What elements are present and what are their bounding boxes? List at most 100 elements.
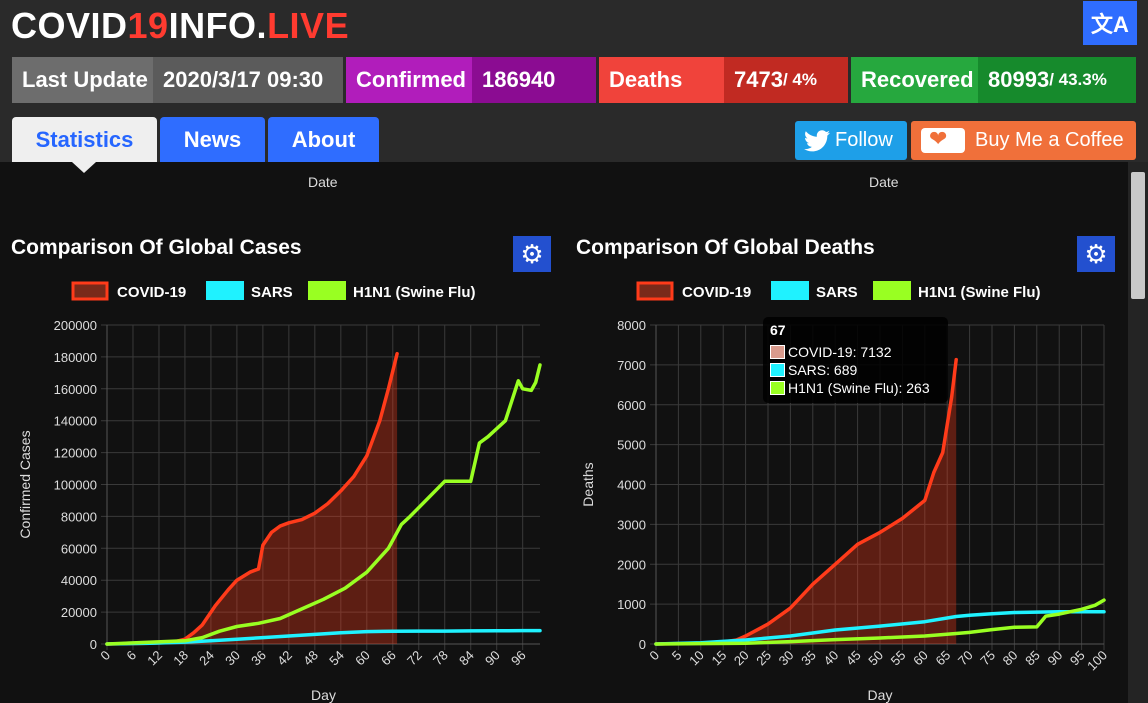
x-tick-label: 96 bbox=[508, 648, 529, 669]
x-tick-label: 50 bbox=[865, 648, 886, 669]
y-tick-label: 8000 bbox=[617, 318, 646, 333]
y-tick-label: 0 bbox=[90, 637, 97, 652]
legend-label-1: SARS bbox=[816, 284, 858, 301]
confirmed-value: 186940 bbox=[472, 57, 596, 103]
x-tick-label: 0 bbox=[97, 648, 113, 664]
x-tick-label: 60 bbox=[352, 648, 373, 669]
x-tick-label: 75 bbox=[977, 648, 998, 669]
prev-chart-date-label-left: Date bbox=[308, 174, 338, 190]
x-tick-label: 42 bbox=[274, 648, 295, 669]
y-tick-label: 4000 bbox=[617, 478, 646, 493]
x-tick-label: 90 bbox=[482, 648, 503, 669]
confirmed-label: Confirmed bbox=[346, 57, 472, 103]
legend-label-2: H1N1 (Swine Flu) bbox=[353, 284, 476, 301]
x-tick-label: 95 bbox=[1067, 648, 1088, 669]
x-tick-label: 0 bbox=[646, 648, 662, 664]
deaths-chart-tooltip: 67 COVID-19: 7132 SARS: 689 H1N1 (Swine … bbox=[763, 317, 948, 403]
x-tick-label: 90 bbox=[1044, 648, 1065, 669]
y-tick-label: 80000 bbox=[61, 509, 97, 524]
cases-settings-button[interactable]: ⚙ bbox=[513, 236, 551, 272]
coffee-label: Buy Me a Coffee bbox=[975, 129, 1124, 151]
y-tick-label: 1000 bbox=[617, 597, 646, 612]
top-bar: COVID19INFO.LIVE 文A Last Update 2020/3/1… bbox=[0, 0, 1148, 162]
y-tick-label: 60000 bbox=[61, 541, 97, 556]
gear-icon: ⚙ bbox=[1084, 238, 1108, 269]
x-tick-label: 54 bbox=[326, 648, 347, 669]
x-tick-label: 48 bbox=[300, 648, 321, 669]
legend-label-0: COVID-19 bbox=[682, 284, 751, 301]
series-fill-covid bbox=[656, 359, 957, 644]
series-line-h1n1 bbox=[105, 363, 542, 646]
last-update-label: Last Update bbox=[12, 57, 153, 103]
x-tick-label: 30 bbox=[776, 648, 797, 669]
twitter-follow-button[interactable]: Follow bbox=[795, 121, 907, 160]
twitter-bird-icon bbox=[804, 130, 830, 152]
legend-swatch-2 bbox=[308, 281, 346, 300]
x-tick-label: 24 bbox=[196, 648, 217, 669]
page-scrollbar-thumb[interactable] bbox=[1131, 172, 1145, 299]
x-tick-label: 100 bbox=[1084, 648, 1110, 674]
series-line-sars bbox=[654, 609, 1106, 646]
series-line-sars bbox=[105, 628, 542, 646]
y-tick-label: 0 bbox=[639, 637, 646, 652]
series-line-covid bbox=[105, 351, 399, 646]
tab-statistics[interactable]: Statistics bbox=[12, 117, 157, 162]
x-tick-label: 84 bbox=[456, 648, 477, 669]
coffee-cup-icon bbox=[921, 126, 965, 153]
y-tick-label: 200000 bbox=[54, 318, 97, 333]
y-tick-label: 120000 bbox=[54, 446, 97, 461]
x-tick-label: 5 bbox=[669, 648, 685, 664]
deaths-chart: COVID-19 SARS H1N1 (Swine Flu)010002000300… bbox=[580, 281, 1110, 703]
y-tick-label: 160000 bbox=[54, 382, 97, 397]
last-update-value: 2020/3/17 09:30 bbox=[153, 57, 343, 103]
legend-swatch-covid bbox=[636, 281, 674, 301]
x-tick-label: 30 bbox=[222, 648, 243, 669]
tooltip-title: 67 bbox=[770, 322, 786, 338]
chart-title-cases: Comparison Of Global Cases bbox=[11, 236, 302, 259]
follow-label: Follow bbox=[835, 129, 893, 151]
x-tick-label: 80 bbox=[1000, 648, 1021, 669]
x-tick-label: 15 bbox=[708, 648, 729, 669]
x-tick-label: 72 bbox=[404, 648, 425, 669]
tab-about[interactable]: About bbox=[268, 117, 379, 162]
site-logo[interactable]: COVID19INFO.LIVE bbox=[11, 5, 350, 46]
x-tick-label: 12 bbox=[144, 648, 165, 669]
x-tick-label: 66 bbox=[378, 648, 399, 669]
y-tick-label: 180000 bbox=[54, 350, 97, 365]
y-tick-label: 140000 bbox=[54, 414, 97, 429]
y-tick-label: 3000 bbox=[617, 517, 646, 532]
legend-swatch-1 bbox=[206, 281, 244, 300]
translate-button[interactable]: 文A bbox=[1083, 1, 1137, 45]
deaths-label: Deaths bbox=[599, 57, 724, 103]
cases-chart: COVID-19 SARS H1N1 (Swine Flu) 0 20000 40000 6… bbox=[17, 281, 542, 703]
prev-chart-date-label-right: Date bbox=[869, 174, 899, 190]
x-tick-label: 10 bbox=[686, 648, 707, 669]
x-axis-title: Day bbox=[311, 687, 336, 703]
y-tick-label: 20000 bbox=[61, 605, 97, 620]
deaths-settings-button[interactable]: ⚙ bbox=[1077, 236, 1115, 272]
recovered-label: Recovered bbox=[851, 57, 978, 103]
y-tick-label: 40000 bbox=[61, 573, 97, 588]
x-tick-label: 20 bbox=[731, 648, 752, 669]
x-tick-label: 70 bbox=[955, 648, 976, 669]
tooltip-row-sars: SARS: 689 bbox=[770, 361, 941, 379]
x-tick-label: 36 bbox=[248, 648, 269, 669]
x-tick-label: 6 bbox=[123, 648, 139, 664]
buy-coffee-button[interactable]: Buy Me a Coffee bbox=[911, 121, 1136, 160]
x-tick-label: 78 bbox=[430, 648, 451, 669]
recovered-value: 80993 / 43.3% bbox=[978, 57, 1136, 103]
x-tick-label: 18 bbox=[170, 648, 191, 669]
y-axis-title: Confirmed Cases bbox=[17, 430, 33, 538]
tab-news[interactable]: News bbox=[160, 117, 265, 162]
legend-label-2: H1N1 (Swine Flu) bbox=[918, 284, 1041, 301]
x-tick-label: 40 bbox=[820, 648, 841, 669]
active-tab-pointer bbox=[72, 162, 96, 173]
x-tick-label: 25 bbox=[753, 648, 774, 669]
legend-label-0: COVID-19 bbox=[117, 284, 186, 301]
x-tick-label: 45 bbox=[843, 648, 864, 669]
x-axis-title: Day bbox=[868, 687, 893, 703]
legend-swatch-2 bbox=[873, 281, 911, 300]
chart-title-deaths: Comparison Of Global Deaths bbox=[576, 236, 875, 259]
gear-icon: ⚙ bbox=[520, 238, 544, 269]
legend-swatch-covid bbox=[71, 281, 109, 301]
